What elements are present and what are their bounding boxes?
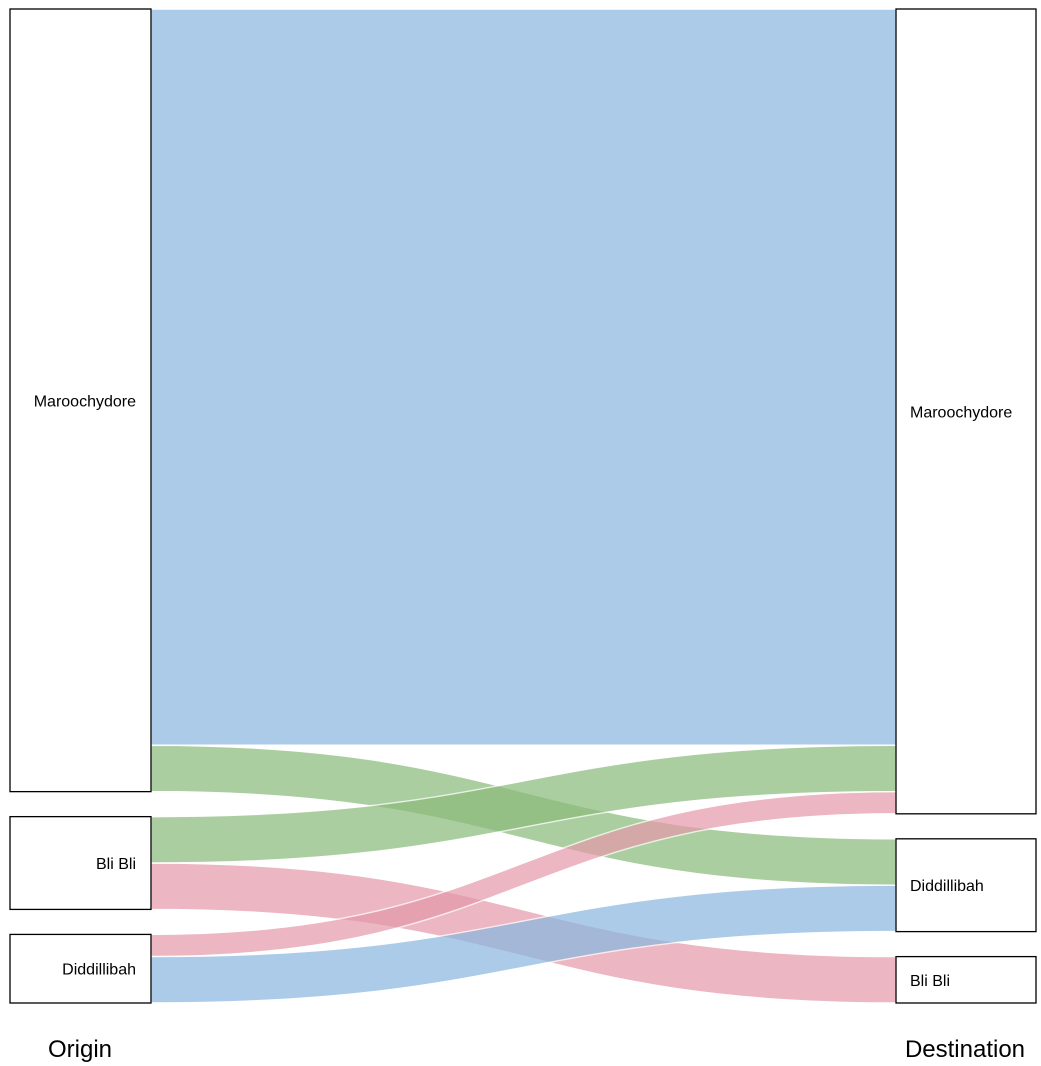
axis-label-destination: Destination bbox=[905, 1036, 1025, 1063]
flow-maroochydore-to-maroochydore bbox=[150, 8, 897, 746]
axis-label-origin: Origin bbox=[48, 1036, 112, 1063]
destination-node-label-bli-bli: Bli Bli bbox=[910, 973, 950, 990]
origin-node-diddillibah bbox=[9, 933, 152, 1004]
destination-node-label-diddillibah: Diddillibah bbox=[910, 878, 984, 895]
origin-node-bli-bli bbox=[9, 815, 152, 911]
destination-node-label-maroochydore: Maroochydore bbox=[910, 404, 1012, 421]
destination-node-maroochydore bbox=[895, 8, 1037, 815]
destination-node-diddillibah bbox=[895, 838, 1037, 933]
origin-node-label-bli-bli: Bli Bli bbox=[96, 856, 136, 873]
origin-node-label-diddillibah: Diddillibah bbox=[62, 962, 136, 979]
origin-node-maroochydore bbox=[9, 8, 152, 793]
nodes-layer: Maroochydore Bli Bli Diddillibah Maroochydo… bbox=[9, 8, 1037, 1004]
origin-node-label-maroochydore: Maroochydore bbox=[34, 393, 136, 410]
flows-layer bbox=[150, 8, 897, 1004]
destination-node-bli-bli bbox=[895, 955, 1037, 1004]
